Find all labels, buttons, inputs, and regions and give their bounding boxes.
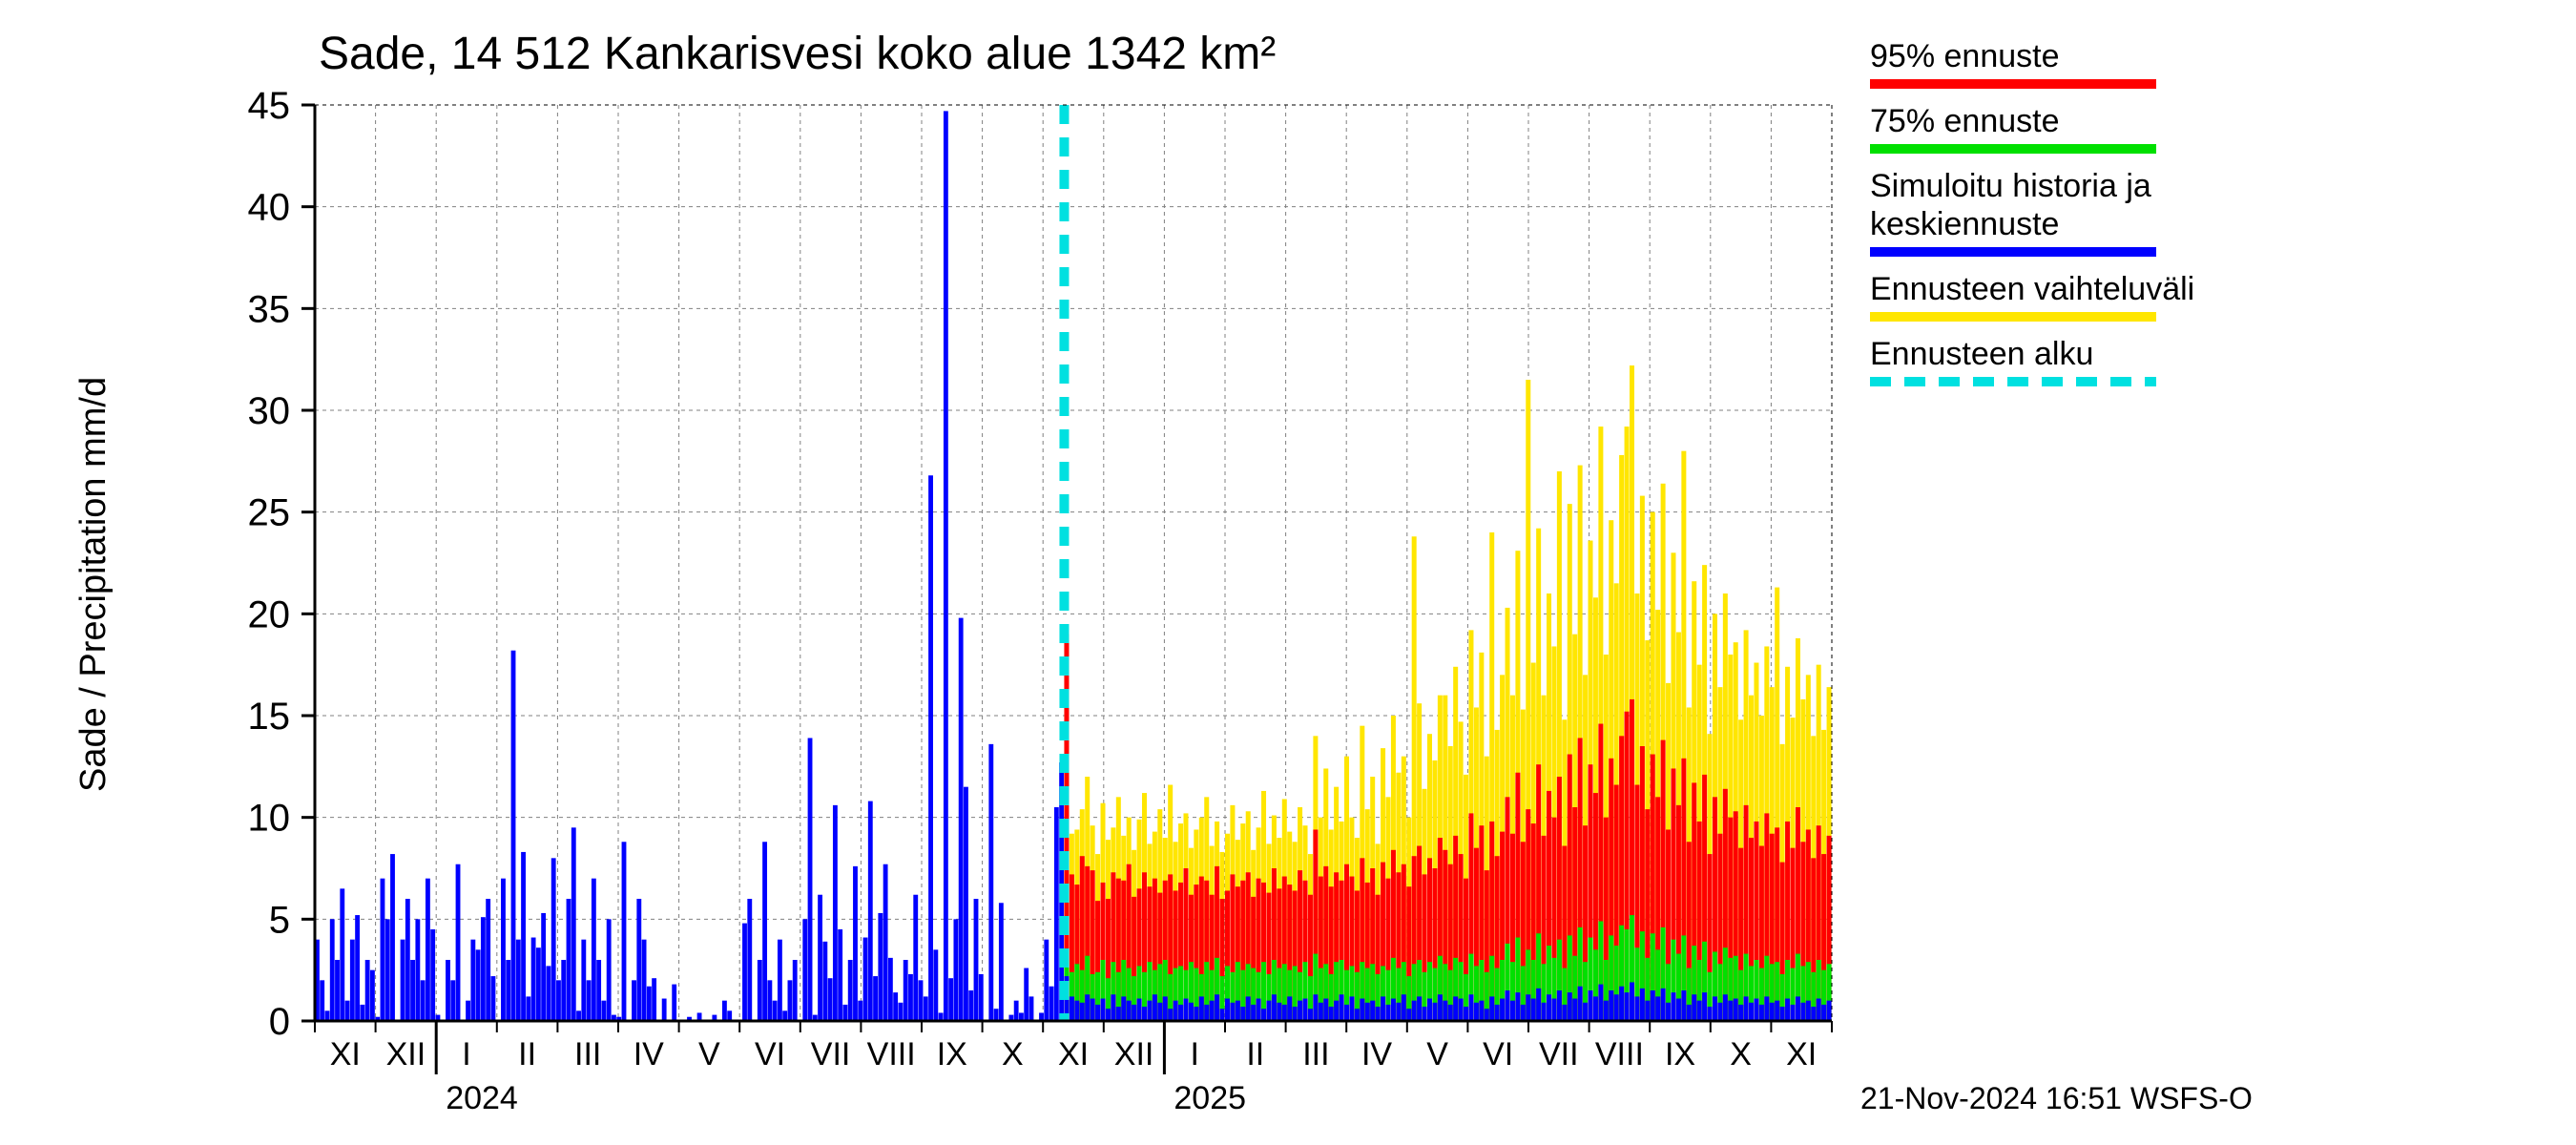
x-month-label: V <box>698 1036 720 1072</box>
x-month-label: XII <box>386 1036 426 1072</box>
y-tick-label: 25 <box>248 492 291 534</box>
y-tick-label: 35 <box>248 288 291 330</box>
x-year-label: 2025 <box>1174 1080 1246 1116</box>
x-month-label: I <box>462 1036 470 1072</box>
legend-label: Simuloitu historia ja <box>1870 168 2151 204</box>
x-month-label: VIII <box>867 1036 916 1072</box>
y-axis-label: Sade / Precipitation mm/d <box>73 377 114 792</box>
legend-label: 95% ennuste <box>1870 38 2060 74</box>
y-tick-label: 5 <box>269 899 290 941</box>
x-month-label: X <box>1002 1036 1024 1072</box>
chart-title: Sade, 14 512 Kankarisvesi koko alue 1342… <box>319 29 1276 79</box>
x-month-label: IV <box>1361 1036 1392 1072</box>
x-month-label: V <box>1426 1036 1448 1072</box>
y-tick-label: 20 <box>248 593 291 635</box>
y-tick-label: 15 <box>248 696 291 738</box>
legend-label: keskiennuste <box>1870 206 2059 242</box>
y-tick-label: 10 <box>248 798 291 840</box>
x-month-label: XI <box>1786 1036 1817 1072</box>
x-month-label: VI <box>1483 1036 1513 1072</box>
y-tick-label: 45 <box>248 85 291 127</box>
y-tick-label: 0 <box>269 1001 290 1043</box>
x-month-label: II <box>518 1036 536 1072</box>
x-year-label: 2024 <box>446 1080 518 1116</box>
chart-container: 051015202530354045XIXIIIIIIIIIVVVIVIIVII… <box>0 0 2576 1145</box>
legend-label: 75% ennuste <box>1870 103 2060 139</box>
x-month-label: I <box>1190 1036 1198 1072</box>
x-month-label: VII <box>1539 1036 1579 1072</box>
y-tick-label: 40 <box>248 187 291 229</box>
legend-label: Ennusteen vaihteluväli <box>1870 271 2194 307</box>
chart-svg: 051015202530354045XIXIIIIIIIIIVVVIVIIVII… <box>0 0 2576 1145</box>
x-month-label: VIII <box>1595 1036 1644 1072</box>
x-month-label: XI <box>1058 1036 1089 1072</box>
x-month-label: VII <box>811 1036 851 1072</box>
x-month-label: XII <box>1114 1036 1154 1072</box>
x-month-label: III <box>574 1036 601 1072</box>
x-month-label: II <box>1246 1036 1264 1072</box>
x-month-label: IX <box>1665 1036 1695 1072</box>
x-month-label: VI <box>755 1036 785 1072</box>
x-month-label: X <box>1730 1036 1752 1072</box>
legend-label: Ennusteen alku <box>1870 336 2093 372</box>
x-month-label: IV <box>634 1036 664 1072</box>
x-month-label: XI <box>330 1036 361 1072</box>
chart-footer: 21-Nov-2024 16:51 WSFS-O <box>1860 1081 2253 1115</box>
y-tick-label: 30 <box>248 390 291 432</box>
x-month-label: IX <box>937 1036 967 1072</box>
x-month-label: III <box>1302 1036 1329 1072</box>
